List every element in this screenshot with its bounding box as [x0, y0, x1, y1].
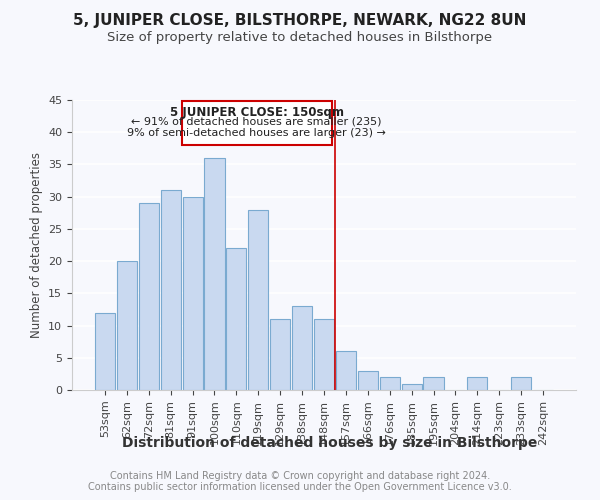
Bar	[270, 319, 290, 390]
Bar	[205, 158, 224, 390]
Bar	[380, 377, 400, 390]
Text: Contains HM Land Registry data © Crown copyright and database right 2024.: Contains HM Land Registry data © Crown c…	[110, 471, 490, 481]
Text: Distribution of detached houses by size in Bilsthorpe: Distribution of detached houses by size …	[122, 436, 538, 450]
Bar	[358, 370, 378, 390]
Text: 5, JUNIPER CLOSE, BILSTHORPE, NEWARK, NG22 8UN: 5, JUNIPER CLOSE, BILSTHORPE, NEWARK, NG…	[73, 12, 527, 28]
FancyBboxPatch shape	[182, 102, 332, 145]
Text: 5 JUNIPER CLOSE: 150sqm: 5 JUNIPER CLOSE: 150sqm	[170, 106, 344, 120]
Bar	[336, 352, 356, 390]
Bar	[117, 261, 137, 390]
Bar	[139, 203, 159, 390]
Bar	[511, 377, 531, 390]
Bar	[314, 319, 334, 390]
Text: Contains public sector information licensed under the Open Government Licence v3: Contains public sector information licen…	[88, 482, 512, 492]
Bar	[292, 306, 312, 390]
Bar	[161, 190, 181, 390]
Bar	[467, 377, 487, 390]
Bar	[182, 196, 203, 390]
Bar	[226, 248, 247, 390]
Y-axis label: Number of detached properties: Number of detached properties	[29, 152, 43, 338]
Bar	[95, 312, 115, 390]
Text: Size of property relative to detached houses in Bilsthorpe: Size of property relative to detached ho…	[107, 31, 493, 44]
Text: 9% of semi-detached houses are larger (23) →: 9% of semi-detached houses are larger (2…	[127, 128, 386, 138]
Bar	[401, 384, 422, 390]
Bar	[248, 210, 268, 390]
Bar	[424, 377, 443, 390]
Text: ← 91% of detached houses are smaller (235): ← 91% of detached houses are smaller (23…	[131, 117, 382, 127]
